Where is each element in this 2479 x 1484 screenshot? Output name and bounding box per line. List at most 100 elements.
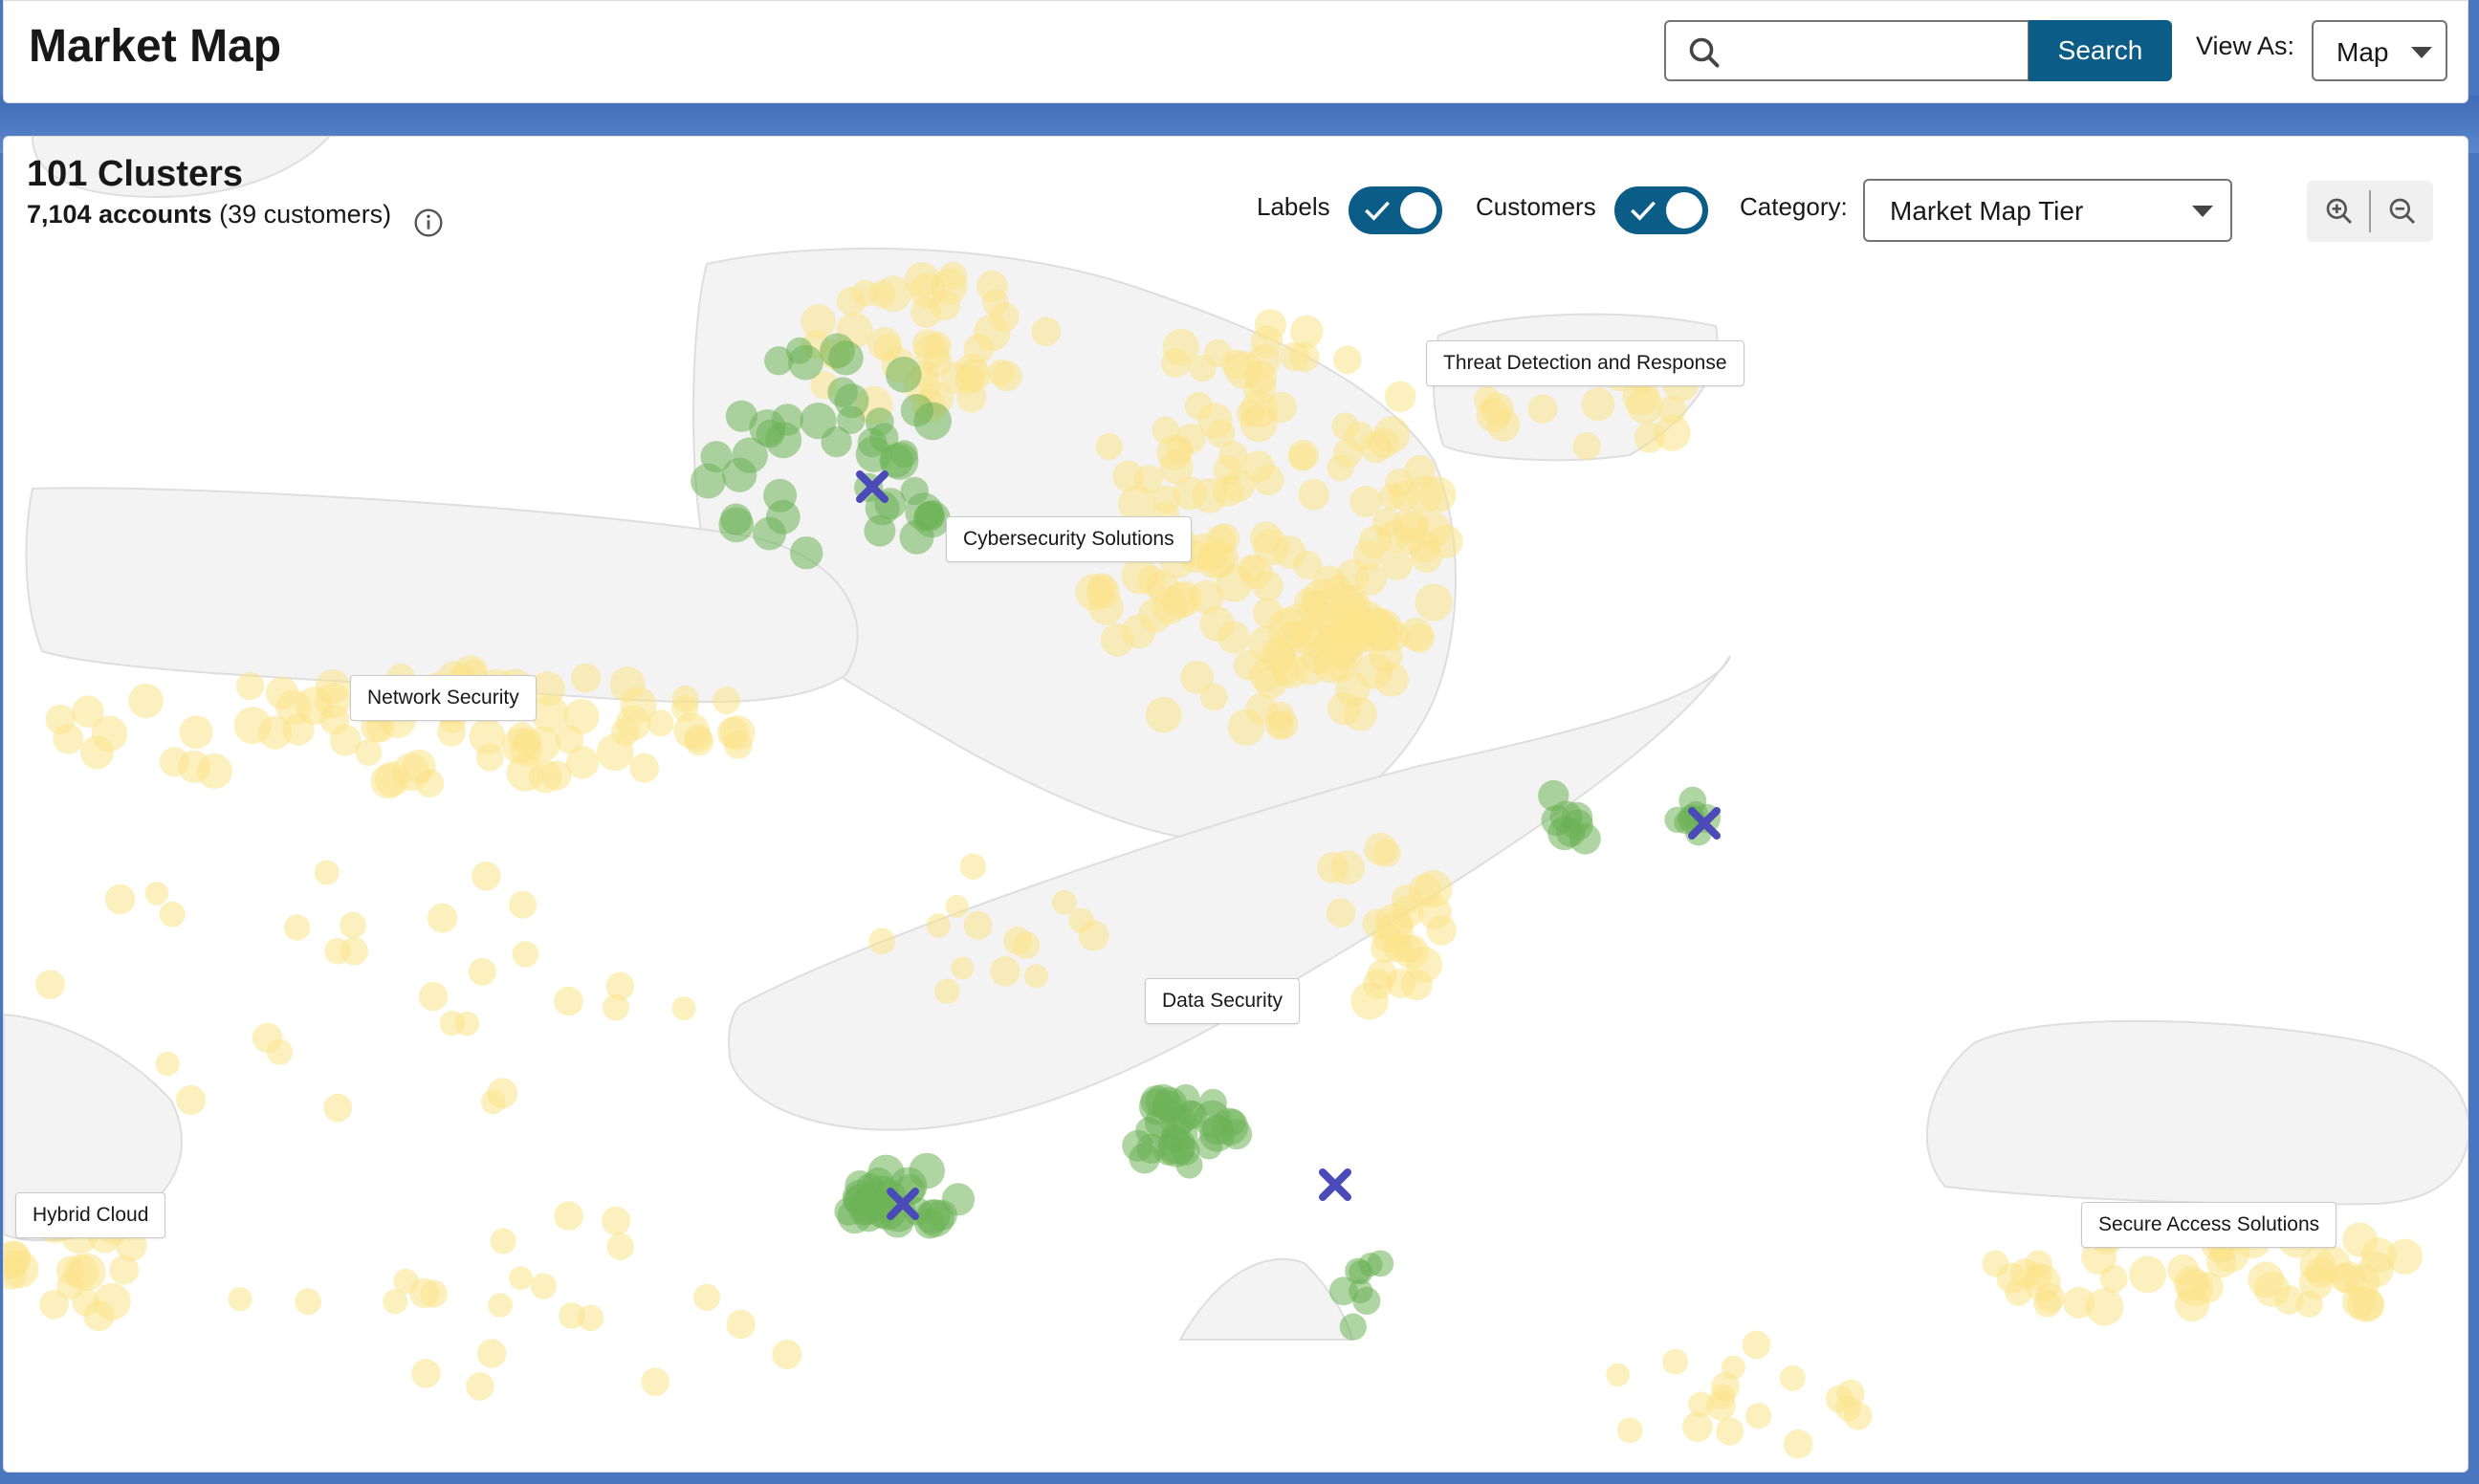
account-dot <box>109 1255 139 1285</box>
account-dot <box>1100 622 1134 657</box>
account-dot <box>1245 692 1278 725</box>
account-dot <box>611 717 640 747</box>
account-dot <box>144 882 169 906</box>
account-dot <box>1527 394 1558 425</box>
account-dot <box>512 941 539 968</box>
account-dot <box>1252 570 1283 601</box>
account-dot <box>1293 550 1323 579</box>
customer-dot <box>900 476 929 506</box>
customer-dot <box>1339 1313 1367 1341</box>
search-button[interactable]: Search <box>2029 20 2172 81</box>
account-dot <box>506 753 544 792</box>
account-dot <box>179 715 213 750</box>
account-dot <box>1331 412 1360 441</box>
customer-dot <box>1561 801 1593 834</box>
account-dot <box>1197 403 1233 439</box>
account-dot <box>1367 959 1397 990</box>
chevron-down-icon <box>2411 47 2432 58</box>
account-dot <box>472 861 501 891</box>
category-select[interactable]: Market Map Tier <box>1863 179 2232 242</box>
search-field[interactable] <box>1664 20 2029 81</box>
account-dot <box>1329 850 1365 885</box>
map-canvas[interactable] <box>4 137 2468 1473</box>
check-icon <box>1631 201 1656 221</box>
account-dot <box>1634 422 1665 453</box>
account-dot <box>1218 441 1248 470</box>
account-dot <box>990 956 1020 987</box>
cluster-label-hybrid-cloud[interactable]: Hybrid Cloud <box>15 1192 166 1238</box>
account-dot <box>609 666 646 703</box>
account-dot <box>128 683 164 719</box>
account-dot <box>1711 1371 1740 1401</box>
customers-count: (39 customers) <box>219 200 392 229</box>
view-as-value: Map <box>2336 37 2389 67</box>
account-dot <box>265 676 298 709</box>
account-dot <box>228 1287 252 1312</box>
cluster-region[interactable] <box>31 137 331 199</box>
account-dot <box>565 746 600 779</box>
customer-dot <box>1122 1129 1154 1162</box>
account-dot <box>1088 573 1117 601</box>
labels-toggle[interactable] <box>1349 186 1442 234</box>
page-header: Market Map Search View As: Map <box>3 0 2468 103</box>
view-as-label: View As: <box>2196 32 2295 60</box>
account-dot <box>315 669 351 705</box>
account-dot <box>1383 933 1413 963</box>
customers-toggle[interactable] <box>1614 186 1708 234</box>
account-dot <box>53 723 84 754</box>
view-as-select[interactable]: Map <box>2312 20 2447 81</box>
cluster-label-secure-access[interactable]: Secure Access Solutions <box>2081 1202 2337 1248</box>
account-dot <box>1332 345 1362 375</box>
customer-dot <box>720 503 753 535</box>
zoom-controls <box>2307 181 2433 242</box>
account-dot <box>1267 709 1299 740</box>
account-dot <box>1390 895 1424 929</box>
account-dot <box>1836 1379 1865 1408</box>
account-dot <box>1252 464 1284 496</box>
zoom-in-icon <box>2326 198 2353 225</box>
customer-dot <box>827 377 858 407</box>
account-dot <box>104 884 136 915</box>
account-dot <box>719 715 756 751</box>
accounts-count: 7,104 accounts <box>27 200 212 229</box>
account-dot <box>468 957 496 986</box>
cluster-region[interactable] <box>25 487 859 704</box>
customer-dot <box>834 1196 864 1226</box>
customer-dot <box>1345 1257 1371 1285</box>
info-icon[interactable] <box>413 207 444 238</box>
account-dot <box>1581 387 1615 422</box>
cluster-label-data-security[interactable]: Data Security <box>1145 978 1301 1024</box>
account-dot <box>963 910 993 940</box>
account-dot <box>1218 621 1251 654</box>
account-dot <box>409 1277 440 1309</box>
account-dot <box>1429 524 1463 558</box>
customer-x-marker <box>856 470 888 503</box>
cluster-region[interactable] <box>1925 1019 2468 1206</box>
account-dot <box>684 724 713 753</box>
cluster-label-cybersecurity[interactable]: Cybersecurity Solutions <box>946 516 1192 562</box>
account-dot <box>295 1288 321 1316</box>
account-dot <box>323 1093 353 1123</box>
account-dot <box>1303 590 1337 623</box>
cluster-label-threat-detection[interactable]: Threat Detection and Response <box>1426 340 1744 386</box>
account-dot <box>976 270 1008 302</box>
cluster-label-network-security[interactable]: Network Security <box>350 675 537 721</box>
account-dot <box>1118 485 1156 523</box>
account-dot <box>2248 1261 2285 1298</box>
account-dot <box>1159 449 1194 485</box>
account-dot <box>713 687 740 715</box>
search-input[interactable] <box>1733 32 2010 70</box>
account-dot <box>466 1372 494 1401</box>
account-dot <box>1405 622 1435 653</box>
account-dot <box>1327 691 1361 726</box>
customer-dot <box>926 1199 957 1231</box>
account-dot <box>1385 469 1414 497</box>
page-title: Market Map <box>29 21 282 72</box>
cluster-region[interactable] <box>1178 1257 1354 1341</box>
zoom-in-button[interactable] <box>2307 181 2370 242</box>
account-dot <box>418 982 449 1012</box>
zoom-out-button[interactable] <box>2370 181 2433 242</box>
account-dot <box>1332 438 1363 469</box>
account-dot <box>1145 696 1182 733</box>
customer-x-marker <box>887 1188 919 1220</box>
